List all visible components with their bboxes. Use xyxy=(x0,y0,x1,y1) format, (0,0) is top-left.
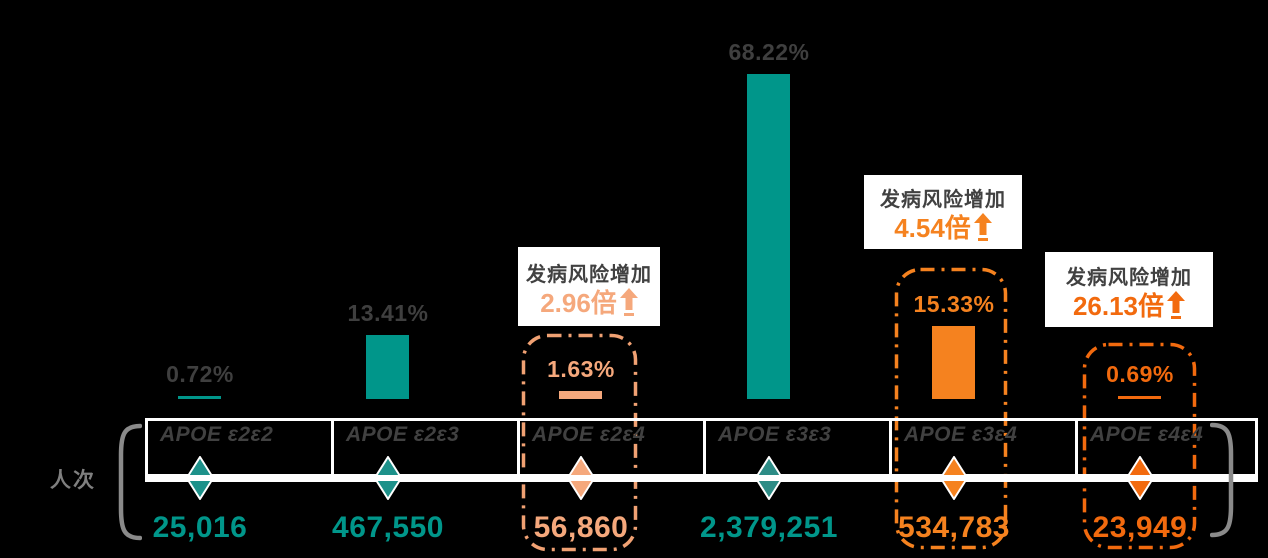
count-label-e3e3: 2,379,251 xyxy=(700,511,838,544)
bar-apoe-e2e3 xyxy=(366,335,409,399)
genotype-label-e4e4: APOE ε4ε4 xyxy=(1090,423,1204,446)
band-divider xyxy=(703,418,706,476)
bar-apoe-e2e4 xyxy=(559,391,602,399)
percent-label-e3e3: 68.22% xyxy=(728,38,810,65)
genotype-label-e3e4: APOE ε3ε4 xyxy=(904,423,1018,446)
band-divider xyxy=(1075,418,1078,476)
up-arrow-icon xyxy=(973,213,992,241)
diamond-marker-icon-e2e2 xyxy=(187,456,213,500)
risk-multiplier-value: 26.13倍 xyxy=(1072,290,1165,321)
genotype-label-e2e2: APOE ε2ε2 xyxy=(160,423,274,446)
band-baseline xyxy=(145,474,1258,482)
bar-apoe-e4e4 xyxy=(1118,395,1161,399)
genotype-label-e2e3: APOE ε2ε3 xyxy=(346,423,460,446)
genotype-label-e3e3: APOE ε3ε3 xyxy=(718,423,832,446)
count-label-e4e4: 23,949 xyxy=(1092,511,1188,544)
band-divider xyxy=(145,418,148,476)
count-label-e3e4: 534,783 xyxy=(898,511,1010,544)
risk-callout-e3e4: 发病风险增加 4.54倍 xyxy=(864,175,1022,249)
percent-label-e2e4: 1.63% xyxy=(547,356,615,383)
risk-callout-text: 发病风险增加 xyxy=(1066,266,1192,289)
left-bracket xyxy=(118,423,142,541)
count-label-e2e3: 467,550 xyxy=(332,511,444,544)
risk-multiplier-value: 4.54倍 xyxy=(894,213,971,243)
band-divider xyxy=(889,418,892,476)
dashed-highlight-box-e4e4 xyxy=(1082,342,1197,550)
risk-callout-e4e4: 发病风险增加 26.13倍 xyxy=(1045,252,1213,327)
count-label-e2e4: 56,860 xyxy=(533,511,629,544)
percent-label-e4e4: 0.69% xyxy=(1106,360,1174,387)
diamond-marker-icon-e2e4 xyxy=(568,456,594,500)
bar-apoe-e3e4 xyxy=(932,325,975,399)
percent-label-e2e2: 0.72% xyxy=(166,360,234,387)
percent-label-e2e3: 13.41% xyxy=(347,300,429,327)
dashed-highlight-box-e3e4 xyxy=(894,267,1008,550)
dashed-highlight-box-e2e4 xyxy=(521,333,638,552)
bar-apoe-e2e2 xyxy=(178,395,221,399)
up-arrow-icon xyxy=(1167,290,1186,319)
risk-multiplier-value: 2.96倍 xyxy=(540,287,617,318)
risk-callout-text: 发病风险增加 xyxy=(880,189,1006,211)
band-top-line xyxy=(145,418,1258,421)
percent-label-e3e4: 15.33% xyxy=(913,290,995,317)
band-divider xyxy=(1255,418,1258,476)
y-axis-unit-label: 人次 xyxy=(50,469,96,492)
risk-callout-e2e4: 发病风险增加 2.96倍 xyxy=(518,247,660,326)
diamond-marker-icon-e2e3 xyxy=(375,456,401,500)
count-label-e2e2: 25,016 xyxy=(152,511,248,544)
band-divider xyxy=(331,418,334,476)
diamond-marker-icon-e3e3 xyxy=(756,456,782,500)
band-divider xyxy=(517,418,520,476)
right-bracket xyxy=(1210,422,1234,538)
up-arrow-icon xyxy=(619,287,638,316)
genotype-label-e2e4: APOE ε2ε4 xyxy=(532,423,646,446)
bar-apoe-e3e3 xyxy=(747,73,790,399)
risk-callout-text: 发病风险增加 xyxy=(526,263,652,286)
diamond-marker-icon-e3e4 xyxy=(941,456,967,500)
diamond-marker-icon-e4e4 xyxy=(1127,456,1153,500)
